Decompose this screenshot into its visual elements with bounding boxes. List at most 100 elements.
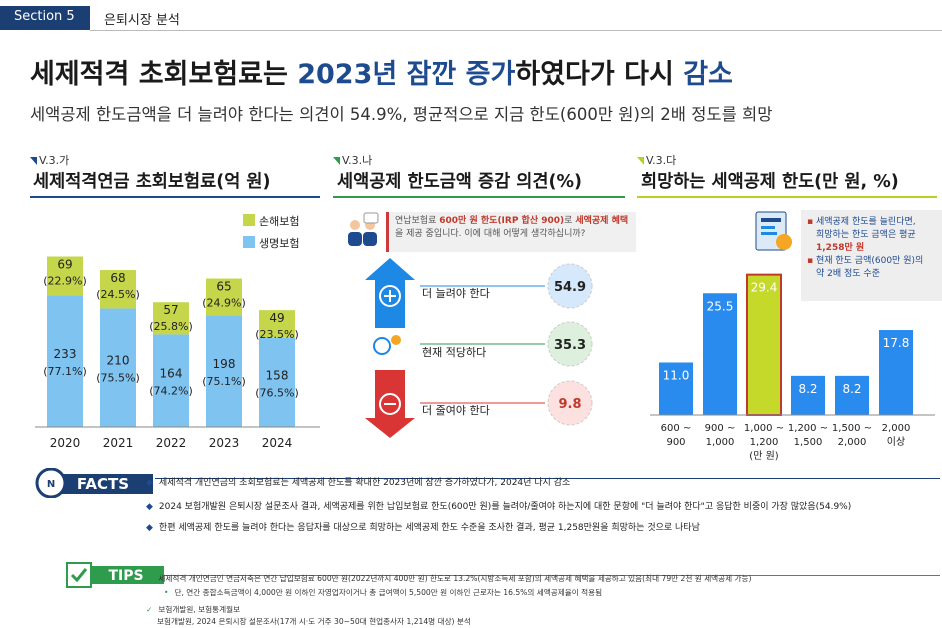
legend-swatch-nonlife [243, 214, 255, 226]
value-label-nonlife: 49 [269, 311, 284, 325]
tips-divider [164, 575, 940, 576]
value-label: 17.8 [883, 336, 910, 350]
fact-item-1: ◆ 세제적격 개인연금의 초회보험료는 세액공제 한도를 확대한 2023년에 잠… [146, 478, 571, 488]
page-subtitle: 세액공제 한도금액을 더 늘려야 한다는 의견이 54.9%, 평균적으로 지금… [30, 105, 773, 124]
value-label: 54.9 [554, 280, 586, 295]
value-label: 29.4 [751, 281, 778, 295]
x-tick-label: 2022 [156, 436, 187, 450]
survey-question-note: 연납보험료 600만 원 한도(IRP 합산 900)로 세액공제 혜택을 제공… [386, 212, 636, 252]
share-label-life: (75.1%) [202, 375, 246, 388]
bar-nonlife [153, 302, 189, 335]
title-part2: 하였다가 다시 [515, 59, 684, 90]
panel-title-1: 세제적격연금 초회보험료(억 원) [33, 172, 271, 192]
x-tick-label: 1,000 ~ [744, 423, 784, 434]
svg-text:N: N [47, 479, 55, 490]
x-tick-label: 1,000 [706, 437, 735, 448]
title-highlight-1: 2023년 잠깐 증가 [297, 59, 516, 90]
value-label-life: 164 [160, 367, 183, 381]
triangle-icon [637, 157, 644, 165]
bar-life [259, 337, 295, 427]
bar [659, 362, 693, 415]
legend-label-nonlife: 손해보험 [259, 214, 299, 228]
survey-people-icon [348, 212, 379, 246]
opinion-label-decrease: 더 줄여야 한다 [422, 404, 490, 417]
plus-icon-cross [384, 290, 396, 302]
x-tick-label: 1,500 ~ [832, 423, 872, 434]
value-label: 35.3 [554, 338, 586, 353]
bar-life [47, 295, 83, 427]
value-label-life: 210 [107, 354, 130, 368]
bar [703, 293, 737, 415]
panel-title-3: 희망하는 세액공제 한도(만 원, %) [641, 172, 899, 192]
share-label-life: (77.1%) [43, 365, 87, 378]
bar [791, 375, 825, 415]
share-label-nonlife: (23.5%) [255, 328, 299, 341]
facts-label: FACTS [77, 475, 129, 493]
bar-life [206, 315, 242, 427]
minus-icon [379, 393, 401, 415]
bar-highlighted [746, 273, 782, 417]
bar [835, 375, 869, 415]
triangle-icon [333, 157, 340, 165]
bar [879, 330, 913, 415]
plus-icon [379, 285, 401, 307]
bar-life [100, 308, 136, 427]
panel-underline-2 [333, 196, 625, 198]
balance-icon [373, 337, 391, 355]
value-label: 11.0 [663, 368, 690, 382]
x-tick-label: 2021 [103, 436, 134, 450]
facts-divider [155, 478, 940, 479]
value-label-life: 158 [266, 368, 289, 382]
opinion-label-keep: 현재 적당하다 [422, 346, 487, 359]
fact-item-2: ◆ 2024 보험개발원 은퇴시장 설문조사 결과, 세액공제를 위한 납입보험료… [146, 502, 852, 512]
panel-title-2: 세액공제 한도금액 증감 의견(%) [337, 172, 583, 192]
fact-item-3: ◆ 한편 세액공제 한도를 늘려야 한다는 응답자를 대상으로 희망하는 세액공제… [146, 523, 700, 533]
bar-nonlife [259, 310, 295, 338]
value-label: 8.2 [842, 382, 861, 396]
x-tick-label: 900 [666, 437, 685, 448]
page-title: 세제적격 초회보험료는 2023년 잠깐 증가하였다가 다시 감소 [30, 52, 733, 91]
panel-code-3: V.3.다 [637, 152, 676, 168]
value-label-life: 233 [54, 347, 77, 361]
x-tick-label: 600 ~ [661, 423, 692, 434]
section-tab: Section 5 [0, 6, 90, 30]
average-limit-callout: ▪ 세액공제 한도를 늘린다면, 희망하는 한도 금액은 평균 1,258만 원… [801, 210, 942, 301]
value-circle [547, 380, 593, 426]
share-label-life: (75.5%) [96, 372, 140, 385]
value-label: 9.8 [558, 397, 581, 412]
title-part1: 세제적격 초회보험료는 [30, 59, 298, 90]
x-tick-label: 1,200 [750, 437, 779, 448]
x-tick-label: 2020 [50, 436, 81, 450]
section-header: Section 5 은퇴시장 분석 [0, 0, 942, 34]
x-tick-label: 1,200 ~ [788, 423, 828, 434]
panel-underline-3 [637, 196, 937, 198]
section-name: 은퇴시장 분석 [104, 13, 180, 28]
value-label-nonlife: 68 [110, 271, 125, 285]
tips-label: TIPS [108, 568, 143, 584]
value-label: 8.2 [798, 382, 817, 396]
value-label-life: 198 [213, 357, 236, 371]
x-tick-label: 2023 [209, 436, 240, 450]
value-label-nonlife: 69 [57, 258, 72, 272]
facts-badge: N FACTS [35, 468, 153, 498]
share-label-nonlife: (24.9%) [202, 297, 246, 310]
legend-label-life: 생명보험 [259, 237, 299, 250]
panel-code-1: V.3.가 [30, 152, 69, 168]
x-tick-label: 2,000 [838, 437, 867, 448]
value-label-nonlife: 57 [163, 303, 178, 317]
x-tick-label: 900 ~ [705, 423, 736, 434]
tip-item-2: • 단, 연간 종합소득금액이 4,000만 원 이하인 자영업자이거나 총 급여… [164, 588, 603, 597]
triangle-icon [30, 157, 37, 165]
bar-nonlife [47, 256, 83, 296]
value-circle [547, 321, 593, 367]
share-label-nonlife: (24.5%) [96, 288, 140, 301]
value-label: 25.5 [707, 299, 734, 313]
x-tick-label: 1,500 [794, 437, 823, 448]
share-label-nonlife: (22.9%) [43, 275, 87, 288]
tip-source-2: 보험개발원, 2024 은퇴시장 설문조사(17개 시·도 거주 30~50대 … [157, 617, 471, 626]
bar-nonlife [100, 270, 136, 309]
opinion-label-increase: 더 늘려야 한다 [422, 287, 490, 300]
title-highlight-2: 감소 [683, 59, 733, 90]
desired-limit-bar-chart: 11.0 600 ~ 900 25.5 900 ~ 1,000 29.4 1,000 ~ 1,2… [650, 273, 935, 462]
